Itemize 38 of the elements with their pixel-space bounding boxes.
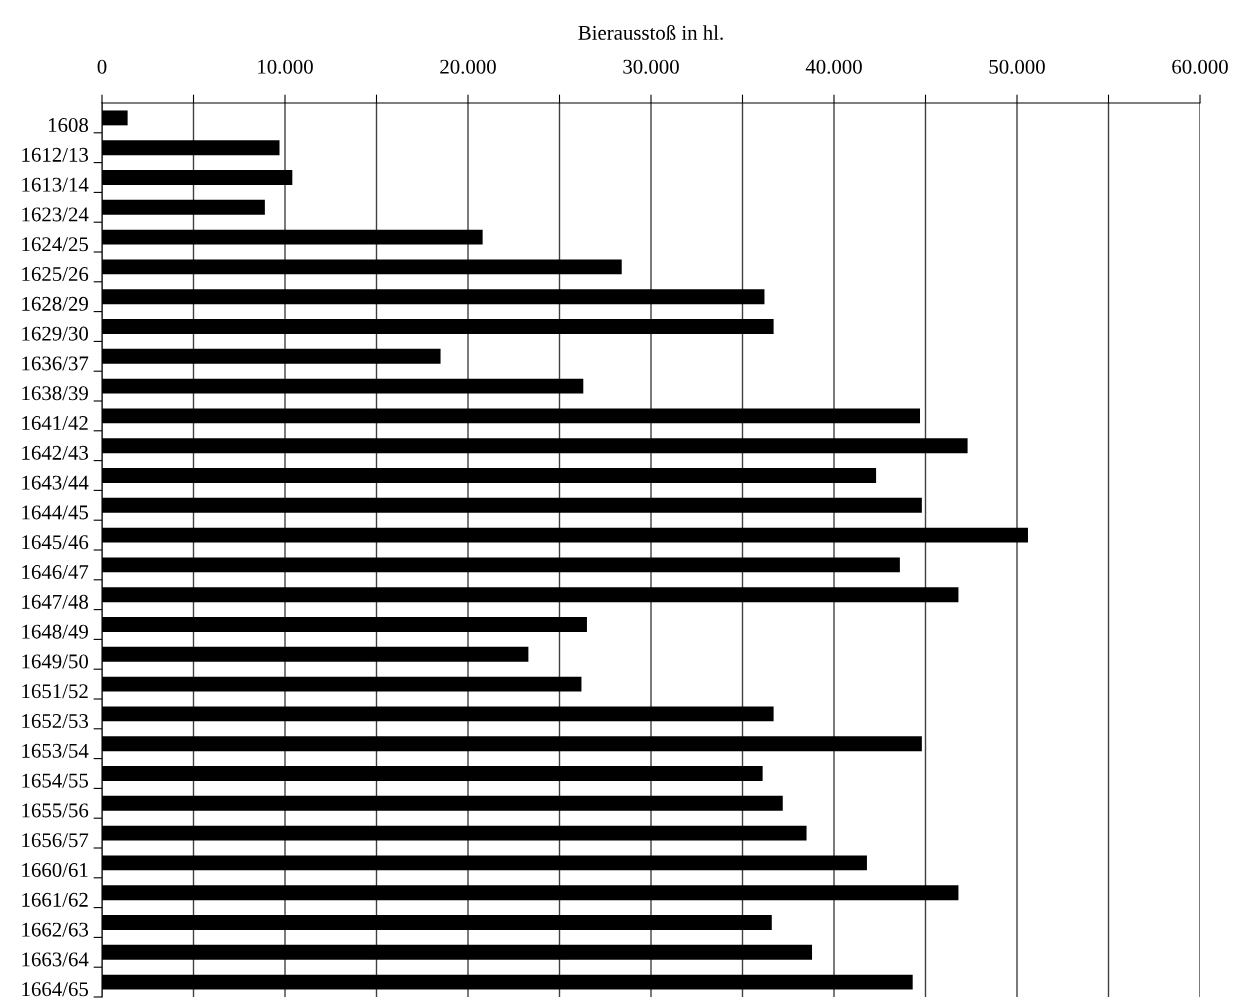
y-tick-label: 1636/37: [22, 356, 89, 371]
y-tick-label: 1653/54: [22, 743, 89, 758]
y-tick-label: 1655/56: [22, 803, 89, 818]
y-tick-label: 1663/64: [22, 952, 89, 967]
y-tick-label: 1656/57: [22, 833, 89, 848]
y-tick-label: 1664/65: [22, 982, 89, 997]
x-tick-label: 20.000: [440, 59, 496, 74]
y-tick-label: 1652/53: [22, 714, 89, 729]
x-tick-label: 0: [97, 59, 107, 74]
x-tick-label: 30.000: [623, 59, 679, 74]
y-tick-label: 1645/46: [22, 535, 89, 550]
y-tick-label: 1647/48: [22, 594, 89, 609]
y-tick-label: 1643/44: [22, 475, 89, 490]
y-tick-label: 1625/26: [22, 267, 89, 282]
y-tick-label: 1646/47: [22, 565, 89, 580]
y-tick-label: 1638/39: [22, 386, 88, 401]
y-tick-label: 1612/13: [22, 147, 89, 162]
x-tick-label: 10.000: [258, 59, 313, 74]
x-axis-title: Bierausstoß in hl.: [578, 24, 723, 40]
y-tick-label: 1654/55: [22, 773, 89, 788]
y-tick-label: 1661/62: [22, 892, 88, 907]
y-tick-label: 1651/52: [22, 684, 88, 699]
x-tick-label: 50.000: [989, 59, 1045, 74]
y-tick-label: 1623/24: [22, 207, 89, 222]
x-tick-label: 60.000: [1172, 59, 1228, 74]
y-tick-label: 1613/14: [22, 177, 89, 192]
y-tick-label: 1649/50: [22, 654, 89, 669]
y-tick-label: 1641/42: [22, 416, 88, 431]
y-tick-label: 1608: [48, 118, 89, 133]
y-tick-label: 1644/45: [22, 505, 89, 520]
y-tick-label: 1642/43: [22, 445, 89, 460]
y-tick-label: 1629/30: [22, 326, 89, 341]
y-tick-label: 1628/29: [22, 296, 88, 311]
x-tick-label: 40.000: [805, 59, 862, 74]
y-tick-label: 1648/49: [22, 624, 88, 639]
y-tick-label: 1660/61: [22, 863, 88, 878]
y-tick-label: 1662/63: [22, 922, 89, 937]
y-tick-label: 1624/25: [22, 237, 89, 252]
